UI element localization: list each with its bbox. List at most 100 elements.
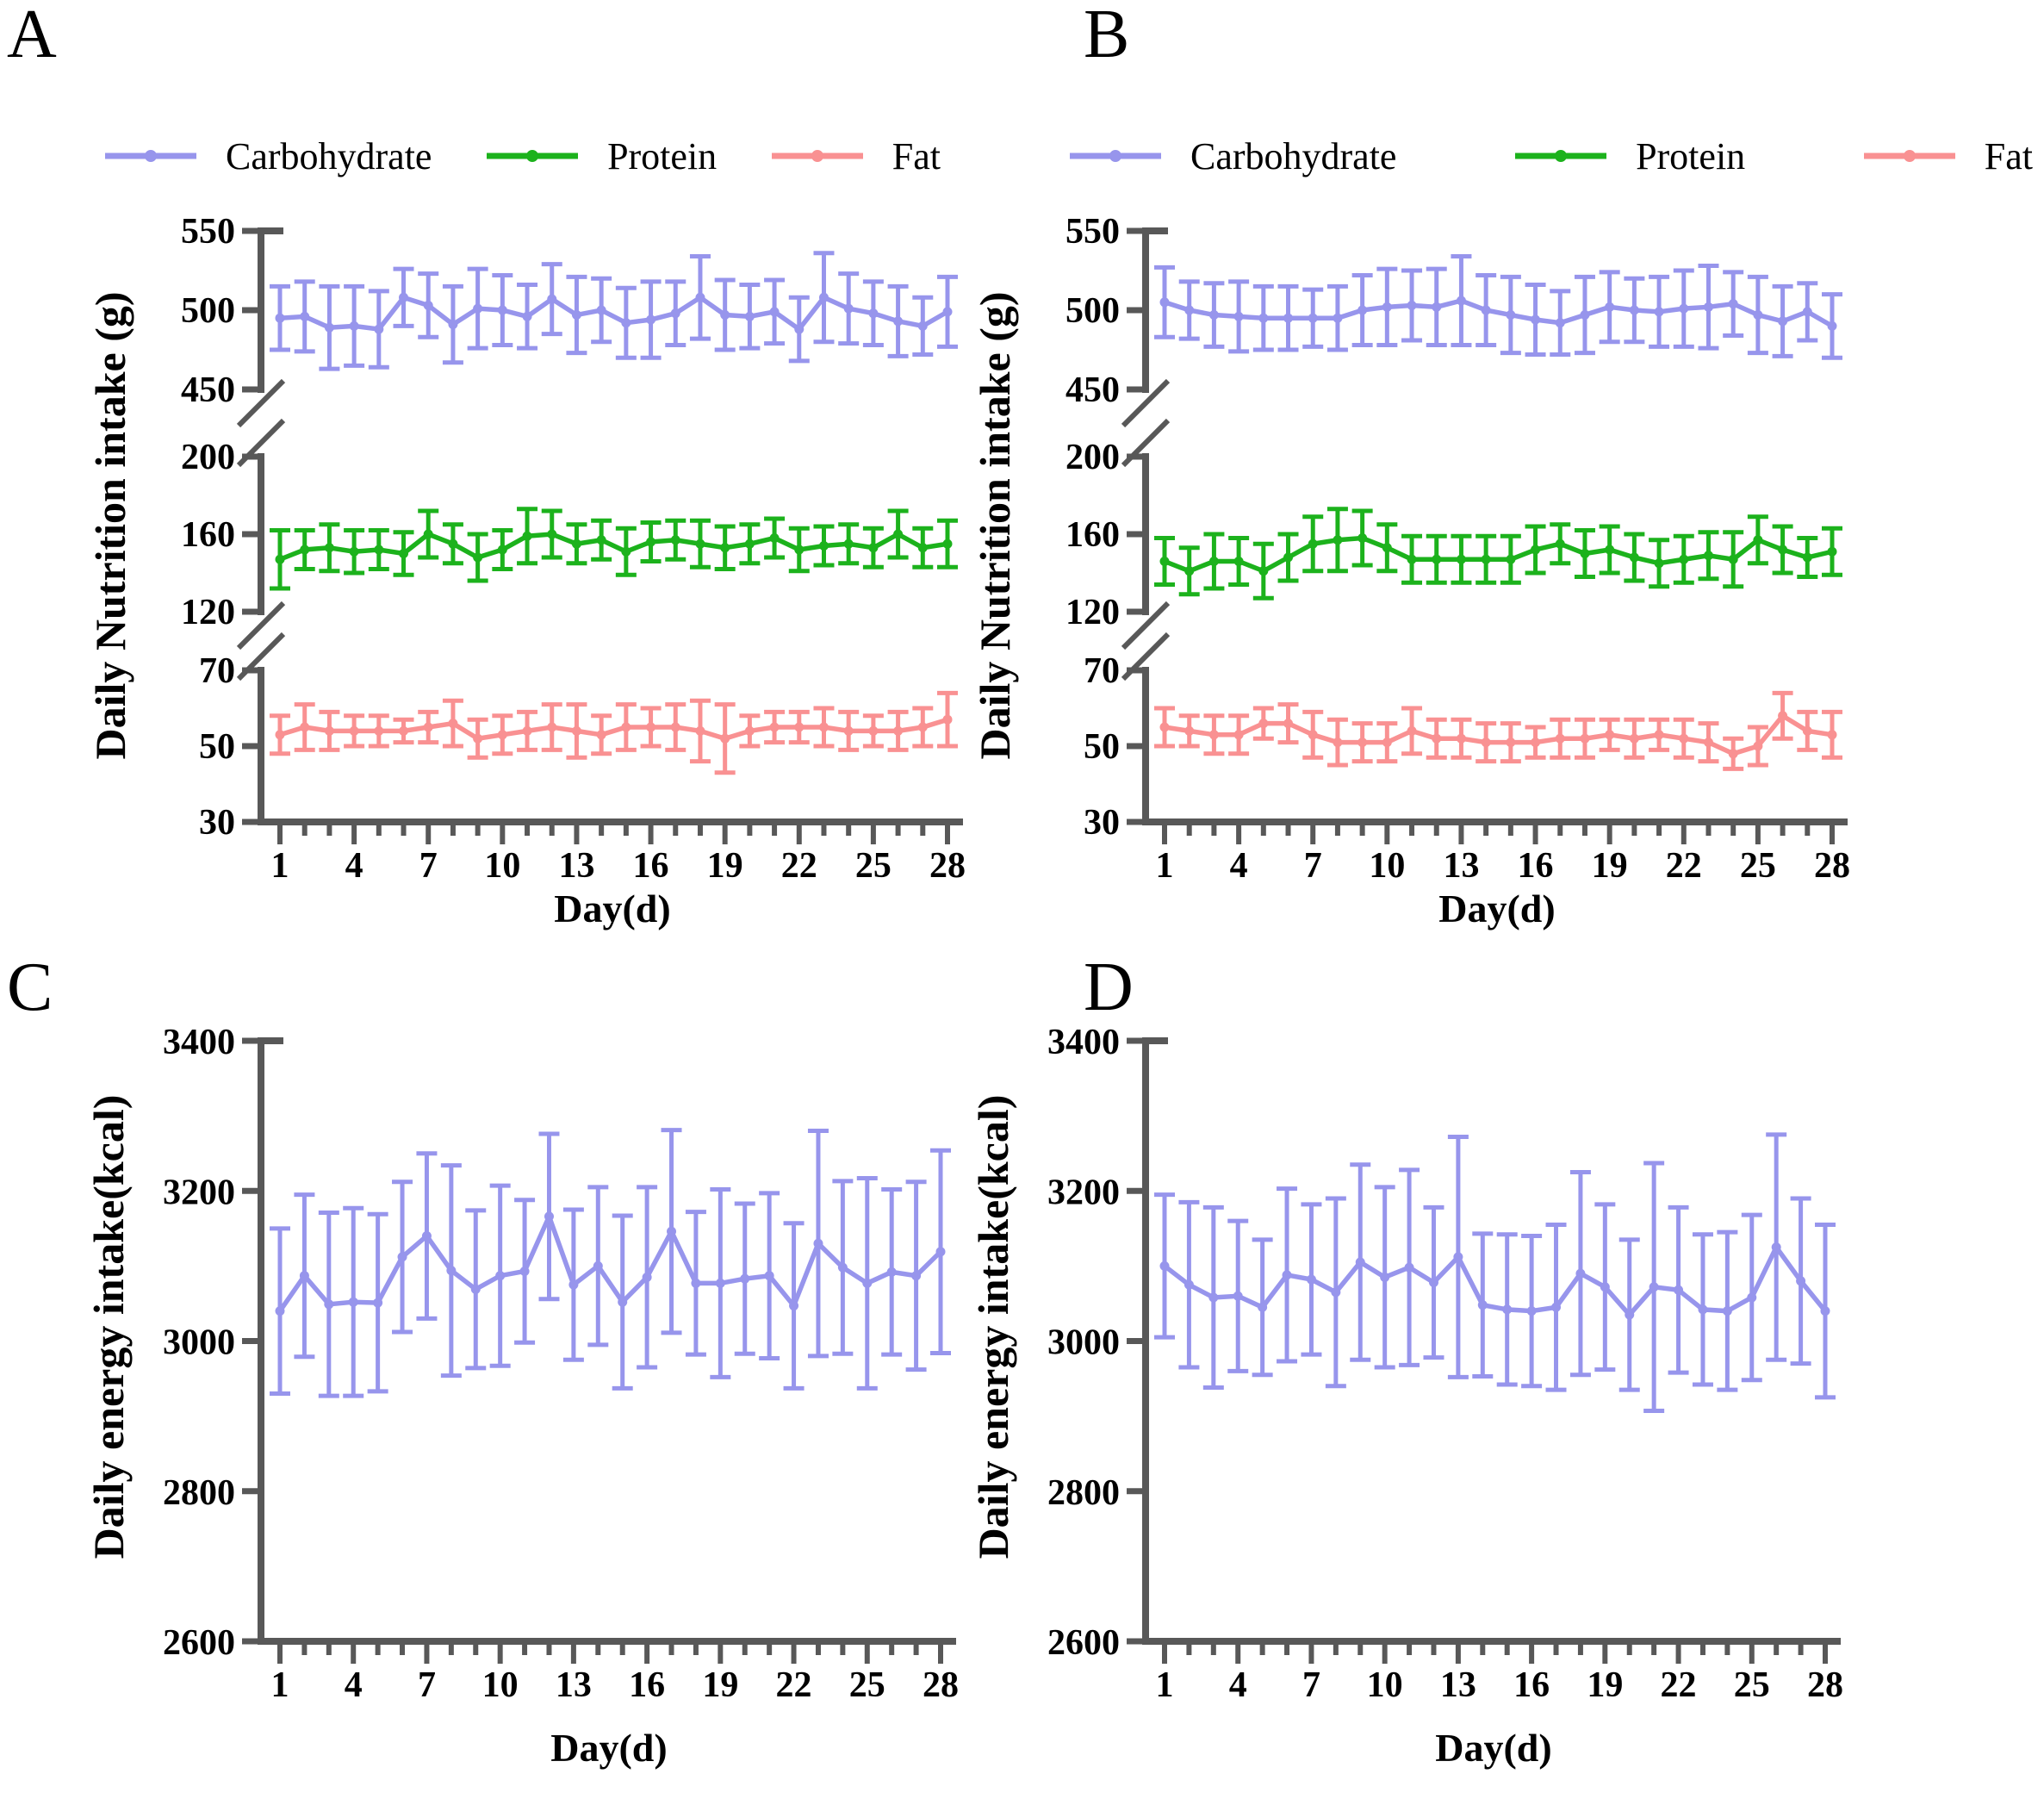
tick-label: 19 xyxy=(1587,1665,1623,1705)
legend-label-protein: Protein xyxy=(607,134,718,177)
tick-label: 25 xyxy=(855,846,892,886)
x-axis: 1 4 7 10 13 16 19 22 25 28 xyxy=(258,818,966,886)
tick-label: 16 xyxy=(633,846,669,886)
tick-label: 160 xyxy=(181,515,235,555)
tick-label: 3000 xyxy=(1047,1323,1120,1363)
tick-label: 70 xyxy=(1084,651,1120,691)
carbohydrate-series xyxy=(270,251,958,371)
tick-label: 22 xyxy=(781,846,817,886)
y-axis: 3400 3200 3000 2800 2600 xyxy=(1047,1023,1168,1663)
legend-item-carbohydrate: Carbohydrate xyxy=(1068,134,1396,178)
tick-label: 70 xyxy=(199,651,235,691)
fat-legend-line-icon xyxy=(1863,150,1955,162)
panel-a-plot: 550 500 450 200 160 120 70 50 30 1 4 7 10 13 16 19 22 25 2… xyxy=(181,212,966,886)
tick-label: 28 xyxy=(1807,1665,1843,1705)
panel-d-plot: 3400 3200 3000 2800 2600 1 4 7 10 13 16 19 22 25 28 xyxy=(1047,1023,1843,1705)
axis-break-slash xyxy=(1121,418,1171,468)
tick-label: 22 xyxy=(1666,846,1702,886)
tick-label: 16 xyxy=(1513,1665,1550,1705)
plot-panel-b: 550 500 450 200 160 120 70 50 30 1 4 7 10 13 16 19 22 25 2… xyxy=(1065,212,1850,886)
legend-panel-a: Carbohydrate Protein Fat xyxy=(103,133,941,179)
tick-label: 120 xyxy=(181,593,235,632)
x-axis-title-a: Day(d) xyxy=(554,887,671,931)
tick-label: 2800 xyxy=(1047,1473,1120,1513)
y-axis: 550 500 450 200 160 120 70 50 30 xyxy=(1065,212,1171,843)
fat-series xyxy=(270,690,958,775)
tick-label: 3000 xyxy=(163,1323,235,1363)
x-axis-title-b: Day(d) xyxy=(1438,887,1556,931)
protein-series xyxy=(1154,507,1842,601)
axis-break-slash xyxy=(236,601,286,650)
tick-label: 22 xyxy=(776,1665,812,1705)
tick-label: 4 xyxy=(1230,846,1248,886)
protein-legend-line-icon xyxy=(1515,150,1607,162)
tick-label: 50 xyxy=(1084,727,1120,767)
tick-label: 16 xyxy=(1518,846,1554,886)
panel-letter-c: C xyxy=(7,949,53,1025)
axis-break-slash xyxy=(236,378,286,428)
tick-label: 3400 xyxy=(1047,1023,1120,1062)
tick-label: 120 xyxy=(1065,593,1120,632)
legend-label-carbohydrate: Carbohydrate xyxy=(1190,134,1397,177)
tick-label: 22 xyxy=(1661,1665,1697,1705)
tick-label: 2600 xyxy=(163,1623,235,1663)
legend-item-protein: Protein xyxy=(1513,134,1745,178)
legend-item-protein: Protein xyxy=(485,134,717,178)
tick-label: 1 xyxy=(1156,846,1174,886)
tick-label: 3400 xyxy=(163,1023,235,1062)
legend-panel-b: Carbohydrate Protein Fat xyxy=(1068,133,2033,179)
series-0-series xyxy=(1154,1132,1836,1414)
legend-label-carbohydrate: Carbohydrate xyxy=(226,134,432,177)
tick-label: 19 xyxy=(1592,846,1628,886)
y-axis: 550 500 450 200 160 120 70 50 30 xyxy=(181,212,286,843)
protein-legend-line-icon xyxy=(487,150,579,162)
tick-label: 25 xyxy=(1734,1665,1770,1705)
tick-label: 28 xyxy=(923,1665,959,1705)
tick-label: 4 xyxy=(1229,1665,1247,1705)
plot-panel-d: 3400 3200 3000 2800 2600 1 4 7 10 13 16 19 22 25 28 xyxy=(1047,1023,1843,1705)
tick-label: 500 xyxy=(1065,291,1120,331)
tick-label: 10 xyxy=(482,1665,519,1705)
panel-letter-b: B xyxy=(1084,0,1130,72)
panel-c-plot: 3400 3200 3000 2800 2600 1 4 7 10 13 16 19 22 25 28 xyxy=(163,1023,959,1705)
plot-panel-a: 550 500 450 200 160 120 70 50 30 1 4 7 10 13 16 19 22 25 2… xyxy=(181,212,966,886)
tick-label: 7 xyxy=(1302,1665,1320,1705)
tick-label: 13 xyxy=(558,846,594,886)
tick-label: 10 xyxy=(1367,1665,1403,1705)
tick-label: 50 xyxy=(199,727,235,767)
x-axis-title-d: Day(d) xyxy=(1435,1726,1552,1770)
panel-letter-d: D xyxy=(1084,949,1134,1025)
legend-label-fat: Fat xyxy=(892,134,941,177)
plot-panel-c: 3400 3200 3000 2800 2600 1 4 7 10 13 16 19 22 25 28 xyxy=(163,1023,959,1705)
tick-label: 550 xyxy=(181,212,235,252)
legend-label-protein: Protein xyxy=(1636,134,1746,177)
y-axis: 3400 3200 3000 2800 2600 xyxy=(163,1023,283,1663)
tick-label: 160 xyxy=(1065,515,1120,555)
tick-label: 1 xyxy=(271,846,289,886)
tick-label: 10 xyxy=(484,846,520,886)
tick-label: 2600 xyxy=(1047,1623,1120,1663)
axis-break-slash xyxy=(1121,378,1171,428)
tick-label: 28 xyxy=(929,846,966,886)
tick-label: 13 xyxy=(1443,846,1479,886)
fat-series xyxy=(1154,690,1842,771)
tick-label: 7 xyxy=(418,1665,436,1705)
x-axis: 1 4 7 10 13 16 19 22 25 28 xyxy=(258,1638,959,1705)
series-0-series xyxy=(270,1128,951,1398)
tick-label: 4 xyxy=(345,846,363,886)
legend-item-fat: Fat xyxy=(1862,134,2033,178)
tick-label: 7 xyxy=(1304,846,1322,886)
tick-label: 13 xyxy=(556,1665,592,1705)
tick-label: 13 xyxy=(1440,1665,1476,1705)
tick-label: 10 xyxy=(1369,846,1405,886)
axis-break-slash xyxy=(236,632,286,682)
tick-label: 4 xyxy=(345,1665,363,1705)
tick-label: 28 xyxy=(1814,846,1850,886)
carbohydrate-legend-line-icon xyxy=(1070,150,1161,162)
tick-label: 2800 xyxy=(163,1473,235,1513)
carbohydrate-series xyxy=(1154,253,1842,360)
axis-break-slash xyxy=(1121,601,1171,650)
x-axis-title-c: Day(d) xyxy=(550,1726,668,1770)
legend-item-carbohydrate: Carbohydrate xyxy=(103,134,432,178)
